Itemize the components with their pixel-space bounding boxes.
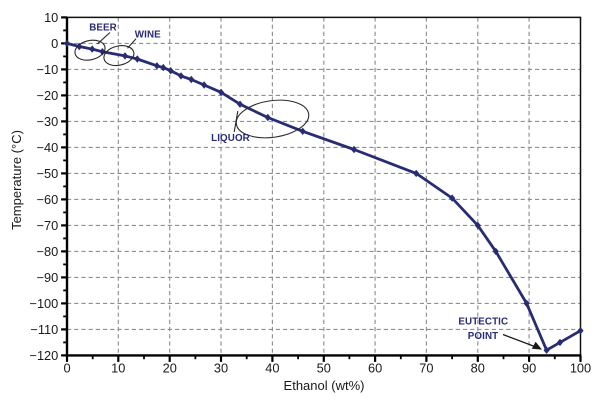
svg-text:50: 50 <box>317 361 331 376</box>
svg-text:−60: −60 <box>37 192 59 207</box>
svg-text:−80: −80 <box>37 244 59 259</box>
svg-text:−120: −120 <box>29 348 58 363</box>
svg-text:10: 10 <box>111 361 125 376</box>
svg-text:10: 10 <box>44 10 58 25</box>
svg-text:0: 0 <box>51 36 58 51</box>
svg-text:100: 100 <box>570 361 591 376</box>
svg-text:EUTECTIC: EUTECTIC <box>458 316 508 327</box>
svg-text:−20: −20 <box>37 88 59 103</box>
svg-text:40: 40 <box>265 361 279 376</box>
svg-text:Ethanol (wt%): Ethanol (wt%) <box>284 378 365 393</box>
svg-text:WINE: WINE <box>135 29 161 40</box>
svg-text:Temperature (°C): Temperature (°C) <box>9 130 24 230</box>
svg-text:LIQUOR: LIQUOR <box>211 133 250 144</box>
svg-text:−70: −70 <box>37 218 59 233</box>
svg-text:80: 80 <box>471 361 485 376</box>
svg-text:−110: −110 <box>30 322 58 337</box>
svg-text:−50: −50 <box>37 166 59 181</box>
svg-text:90: 90 <box>522 361 536 376</box>
svg-text:−30: −30 <box>37 114 59 129</box>
svg-text:60: 60 <box>368 361 382 376</box>
svg-text:−10: −10 <box>37 62 59 77</box>
svg-text:−40: −40 <box>37 140 59 155</box>
svg-text:−90: −90 <box>37 270 59 285</box>
svg-text:20: 20 <box>163 361 177 376</box>
svg-text:POINT: POINT <box>468 331 498 342</box>
svg-text:30: 30 <box>214 361 228 376</box>
svg-text:70: 70 <box>419 361 433 376</box>
svg-text:0: 0 <box>63 361 70 376</box>
svg-text:BEER: BEER <box>89 22 117 33</box>
svg-text:−100: −100 <box>29 296 58 311</box>
